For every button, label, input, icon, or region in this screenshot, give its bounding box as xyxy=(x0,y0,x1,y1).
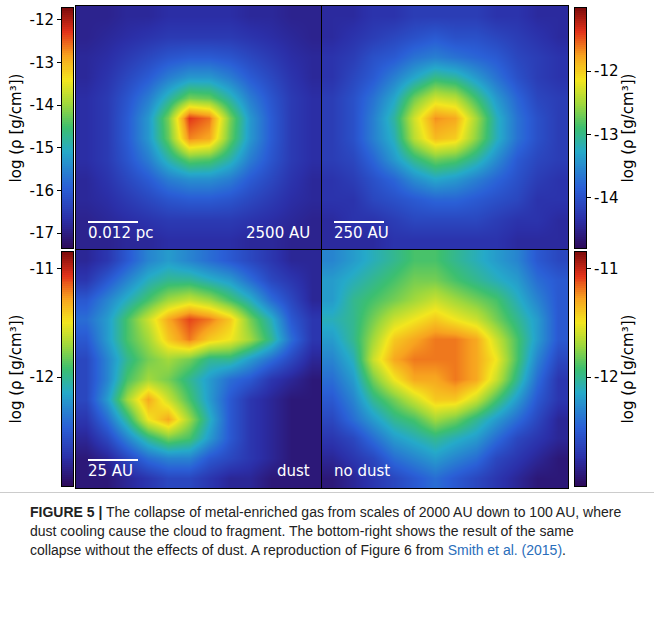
svg-text:-13: -13 xyxy=(594,126,619,144)
svg-text:-11: -11 xyxy=(30,260,55,278)
svg-text:log (ρ [g/cm³]): log (ρ [g/cm³]) xyxy=(7,315,25,424)
svg-text:250 AU: 250 AU xyxy=(334,224,389,242)
svg-text:log (ρ [g/cm³]): log (ρ [g/cm³]) xyxy=(619,315,637,424)
svg-text:2500 AU: 2500 AU xyxy=(246,224,310,242)
svg-text:-12: -12 xyxy=(594,62,619,80)
svg-text:-16: -16 xyxy=(30,182,55,200)
svg-text:-12: -12 xyxy=(30,11,55,29)
svg-text:-15: -15 xyxy=(30,139,55,157)
svg-text:-13: -13 xyxy=(30,54,55,72)
svg-text:-17: -17 xyxy=(30,224,55,242)
svg-text:no dust: no dust xyxy=(334,462,390,480)
svg-text:-12: -12 xyxy=(594,368,619,386)
html-text:FIGURE 5 | The collapse of met: FIGURE 5 | The collapse of metal-enriche… xyxy=(30,504,622,558)
svg-text:-14: -14 xyxy=(30,96,55,114)
svg-text:-12: -12 xyxy=(30,368,55,386)
svg-text:-11: -11 xyxy=(594,260,619,278)
svg-text:dust: dust xyxy=(277,462,310,480)
svg-text:0.012 pc: 0.012 pc xyxy=(88,224,153,242)
svg-text:-14: -14 xyxy=(594,189,619,207)
svg-text:25 AU: 25 AU xyxy=(88,462,133,480)
svg-text:log (ρ [g/cm³]): log (ρ [g/cm³]) xyxy=(619,74,637,183)
svg-text:log (ρ [g/cm³]): log (ρ [g/cm³]) xyxy=(7,74,25,183)
